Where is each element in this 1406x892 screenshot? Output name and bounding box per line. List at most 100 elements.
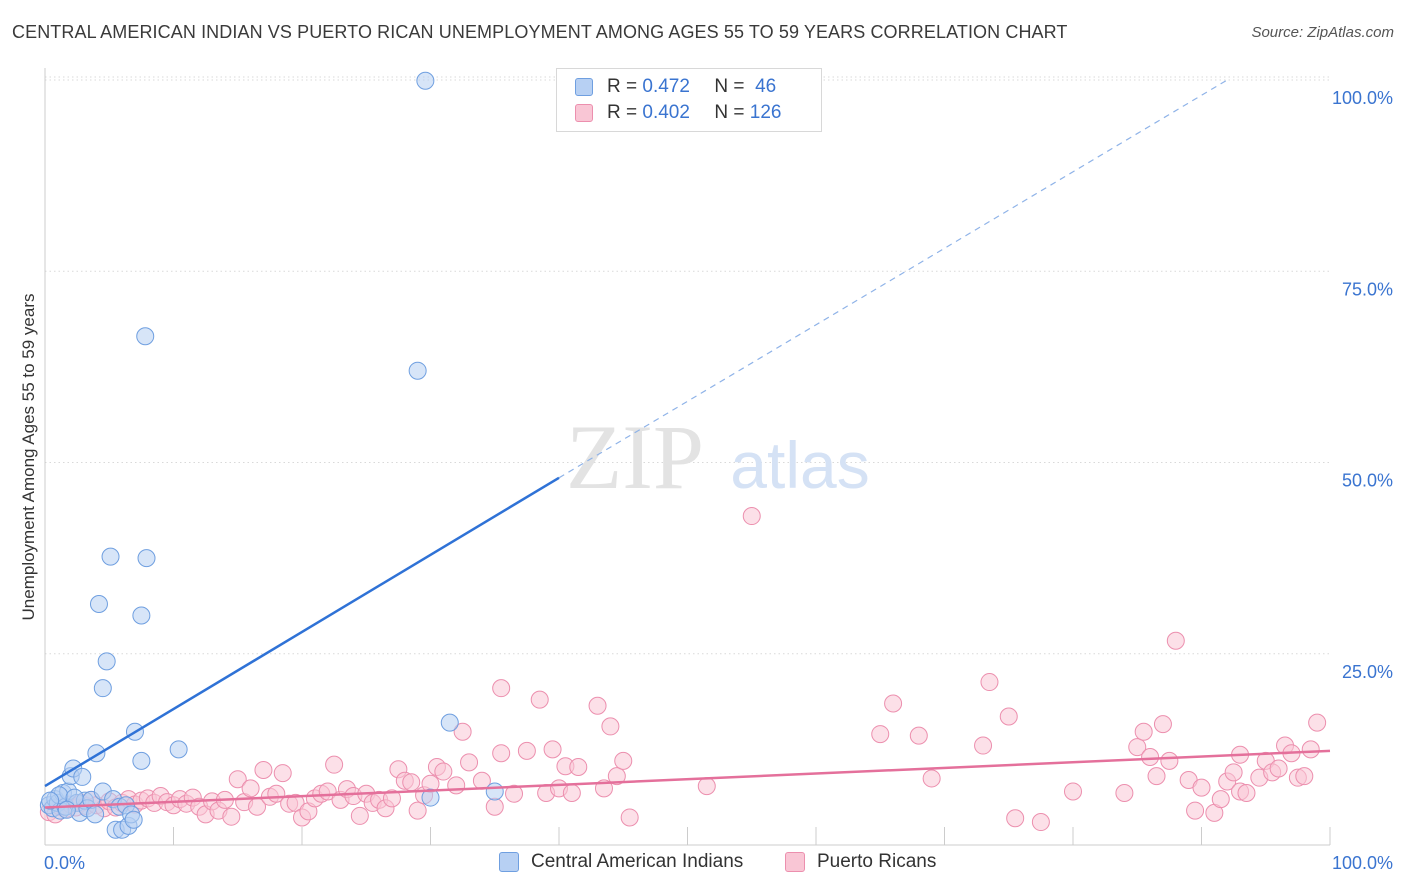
- puerto-rican-point: [485, 797, 504, 816]
- puerto-rican-point: [569, 757, 588, 776]
- series-name: Puerto Ricans: [817, 851, 937, 872]
- legend-row-central-american-indians: R = 0.472 N = 46: [575, 75, 776, 99]
- puerto-rican-point: [1192, 778, 1211, 797]
- puerto-rican-point: [453, 722, 472, 741]
- puerto-rican-point: [1153, 715, 1172, 734]
- watermark-zip: ZIP: [566, 406, 704, 508]
- puerto-rican-point: [408, 801, 427, 820]
- central-american-indian-trend-extension: [558, 79, 1228, 479]
- puerto-rican-point: [697, 777, 716, 796]
- x-tick-label: 0.0%: [44, 853, 85, 873]
- series-legend-item-puerto-ricans: Puerto Ricans: [785, 851, 936, 873]
- puerto-rican-point: [922, 769, 941, 788]
- puerto-rican-point: [1237, 783, 1256, 802]
- puerto-rican-point: [222, 807, 241, 826]
- central-american-indian-point: [440, 713, 459, 732]
- puerto-rican-point: [1295, 767, 1314, 786]
- puerto-rican-point: [1141, 748, 1160, 767]
- watermark: ZIP atlas: [566, 406, 870, 508]
- puerto-rican-point: [974, 736, 993, 755]
- puerto-rican-point: [588, 696, 607, 715]
- central-american-indian-points: [39, 71, 504, 839]
- legend-r-value: 0.472: [642, 76, 690, 97]
- puerto-rican-point: [505, 784, 524, 803]
- puerto-rican-point: [562, 783, 581, 802]
- grid: [45, 76, 1330, 655]
- puerto-rican-point: [999, 707, 1018, 726]
- central-american-indian-point: [57, 800, 76, 819]
- series-legend-item-central-american-indians: Central American Indians: [499, 851, 743, 873]
- legend-n-value: 46: [755, 76, 777, 97]
- puerto-rican-point: [228, 770, 247, 789]
- legend-row-puerto-ricans: R = 0.402 N = 126: [575, 101, 781, 125]
- central-american-indian-trend-line: [44, 476, 560, 788]
- stats-legend: R = 0.472 N = 46 R = 0.402 N = 126: [556, 68, 822, 132]
- legend-swatch-pink: [575, 104, 593, 122]
- puerto-rican-point: [492, 679, 511, 698]
- central-american-indian-point: [485, 782, 504, 801]
- legend-n-value: 126: [749, 102, 782, 123]
- central-american-indian-point: [136, 327, 155, 346]
- central-american-indian-point: [137, 549, 156, 568]
- axes: [44, 68, 1331, 846]
- puerto-rican-point: [241, 779, 260, 798]
- puerto-rican-point: [447, 776, 466, 795]
- central-american-indian-point: [41, 791, 60, 810]
- legend-n-label: N =: [714, 76, 745, 97]
- central-american-indian-point: [73, 767, 92, 786]
- central-american-indian-point: [169, 740, 188, 759]
- puerto-rican-point: [909, 726, 928, 745]
- puerto-rican-point: [402, 773, 421, 792]
- puerto-rican-point: [871, 725, 890, 744]
- puerto-rican-point: [492, 744, 511, 763]
- puerto-rican-point: [460, 753, 479, 772]
- y-tick-label: 50.0%: [1342, 471, 1393, 491]
- y-tick-label: 75.0%: [1342, 279, 1393, 299]
- puerto-rican-point: [1308, 713, 1327, 732]
- central-american-indian-point: [408, 361, 427, 380]
- puerto-rican-point: [543, 740, 562, 759]
- puerto-rican-point: [1211, 790, 1230, 809]
- y-tick-label: 100.0%: [1332, 88, 1393, 108]
- central-american-indian-point: [93, 679, 112, 698]
- puerto-rican-point: [382, 789, 401, 808]
- y-tick-label: 25.0%: [1342, 662, 1393, 682]
- puerto-rican-point: [325, 755, 344, 774]
- puerto-rican-point: [517, 741, 536, 760]
- puerto-rican-point: [1064, 782, 1082, 801]
- central-american-indian-point: [416, 71, 435, 90]
- central-american-indian-point: [132, 606, 151, 625]
- y-axis-label: Unemployment Among Ages 55 to 59 years: [19, 294, 38, 621]
- watermark-atlas: atlas: [730, 428, 869, 502]
- chart-title: CENTRAL AMERICAN INDIAN VS PUERTO RICAN …: [12, 22, 1068, 42]
- puerto-rican-trend-line: [44, 749, 1331, 809]
- series-name: Central American Indians: [531, 851, 744, 872]
- puerto-rican-point: [607, 767, 626, 786]
- puerto-rican-point: [1301, 740, 1320, 759]
- legend-swatch-blue: [575, 78, 593, 96]
- puerto-rican-point: [1115, 783, 1134, 802]
- puerto-rican-point: [1269, 759, 1288, 778]
- series-legend: Central American Indians Puerto Ricans: [0, 851, 1406, 877]
- puerto-rican-point: [980, 673, 999, 692]
- central-american-indian-point: [421, 788, 440, 807]
- central-american-indian-point: [101, 547, 120, 566]
- puerto-rican-points: [39, 507, 1327, 832]
- puerto-rican-point: [273, 764, 292, 783]
- puerto-rican-point: [350, 806, 369, 825]
- central-american-indian-point: [89, 595, 108, 614]
- series-swatch-blue: [499, 852, 519, 872]
- tick-labels: 25.0% 50.0% 75.0% 100.0% 0.0% 100.0%: [44, 88, 1393, 873]
- puerto-rican-point: [1186, 801, 1205, 820]
- central-american-indian-point: [86, 805, 105, 824]
- x-tick-label: 100.0%: [1332, 853, 1393, 873]
- puerto-rican-point: [1006, 809, 1025, 828]
- puerto-rican-point: [884, 694, 903, 713]
- puerto-rican-point: [1031, 813, 1050, 832]
- trend-lines: [44, 79, 1331, 809]
- series-swatch-pink: [785, 852, 805, 872]
- puerto-rican-point: [742, 507, 761, 526]
- puerto-rican-point: [1224, 763, 1243, 782]
- central-american-indian-point: [124, 810, 143, 829]
